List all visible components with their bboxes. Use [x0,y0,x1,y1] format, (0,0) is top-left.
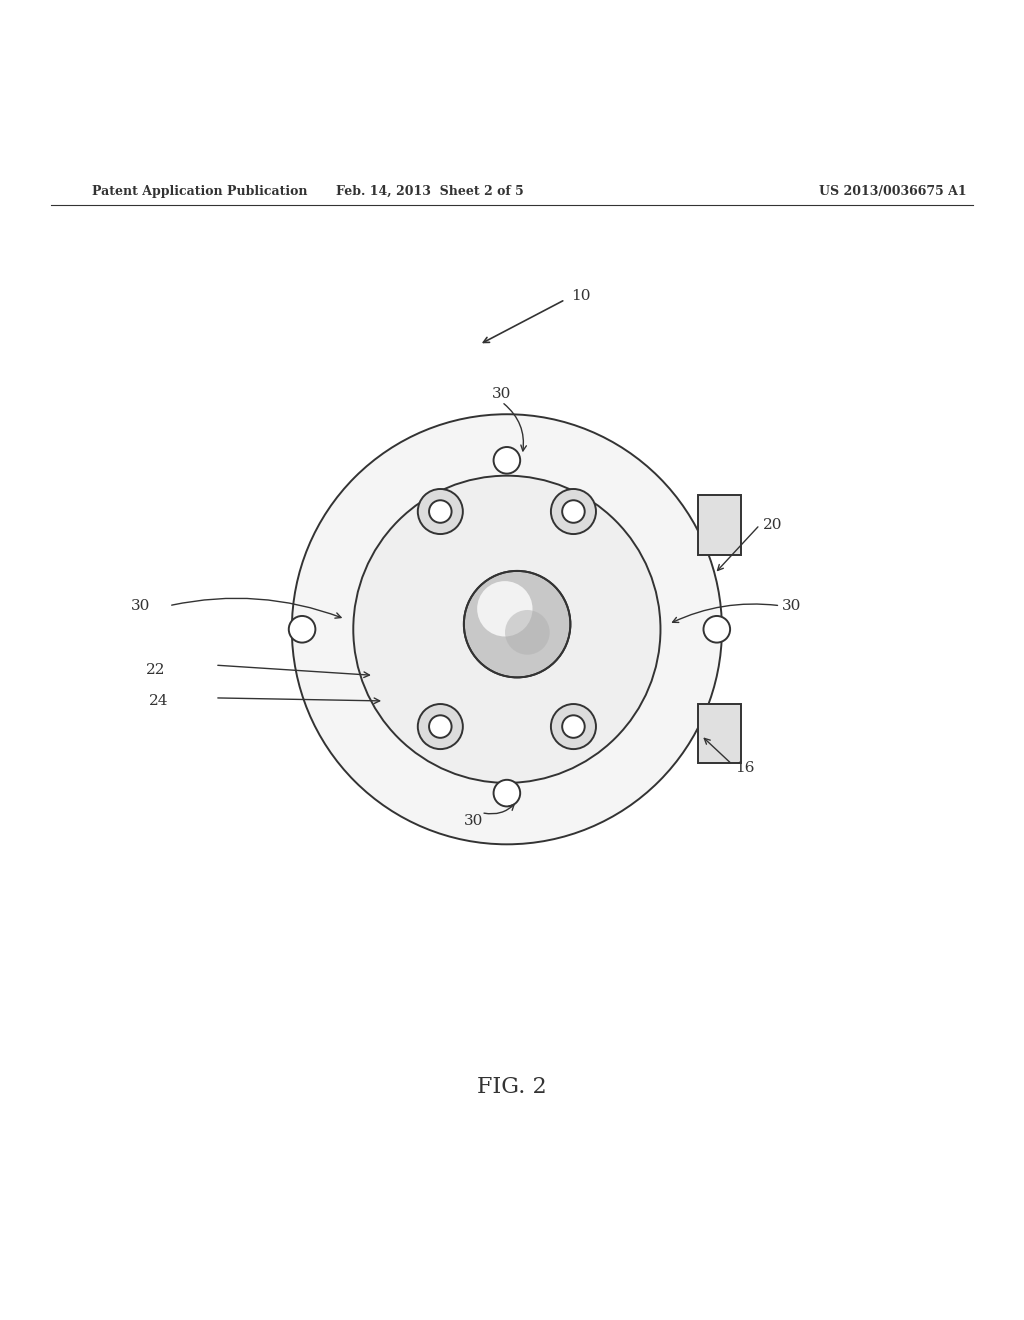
Circle shape [429,500,452,523]
Circle shape [418,704,463,748]
Circle shape [703,616,730,643]
Text: 22: 22 [146,663,166,677]
Circle shape [494,780,520,807]
Circle shape [505,610,550,655]
Circle shape [353,475,660,783]
Text: US 2013/0036675 A1: US 2013/0036675 A1 [819,185,967,198]
Text: 10: 10 [571,289,591,304]
Text: 30: 30 [782,599,802,612]
Circle shape [477,581,532,636]
Circle shape [289,616,315,643]
Circle shape [562,715,585,738]
Text: 30: 30 [493,387,511,401]
Circle shape [551,488,596,535]
Text: Patent Application Publication: Patent Application Publication [92,185,307,198]
Text: 24: 24 [148,694,168,708]
Circle shape [494,447,520,474]
Circle shape [562,500,585,523]
Text: Feb. 14, 2013  Sheet 2 of 5: Feb. 14, 2013 Sheet 2 of 5 [336,185,524,198]
Text: 30: 30 [131,599,151,612]
Text: FIG. 2: FIG. 2 [477,1076,547,1098]
Bar [697,704,740,763]
Circle shape [292,414,722,845]
Text: 30: 30 [464,813,482,828]
Text: 20: 20 [763,517,782,532]
Text: 16: 16 [735,760,755,775]
Circle shape [429,715,452,738]
Circle shape [551,704,596,748]
Bar [697,495,740,554]
Circle shape [464,572,570,677]
Circle shape [418,488,463,535]
